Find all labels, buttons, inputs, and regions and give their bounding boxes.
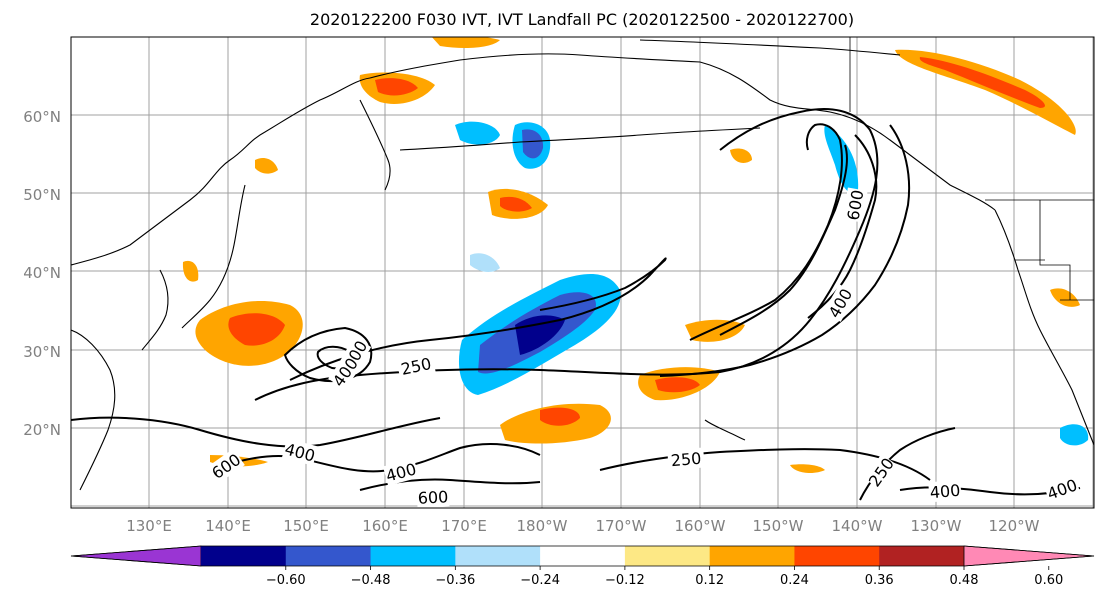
colorbar-tick-label: −0.36 [435,573,475,588]
coastline-aleutians [399,127,761,151]
contour-400-east [689,123,843,341]
positive-anomaly-gulf [895,49,1076,135]
colorbar-tick-label: −0.60 [266,573,306,588]
colorbar-tick-label: −0.48 [351,573,391,588]
longitude-labels: 130°E 140°E 150°E 160°E 170°E 180°W 170°… [126,517,1039,535]
coastline-alaska [699,61,996,211]
colorbar-segment [794,546,880,566]
positive-anomaly-gulf-core [919,57,1045,108]
map-frame [70,36,1095,509]
contour-250-far-east [859,427,956,501]
colorbar-outline [70,545,1095,567]
coastline-hawaii [704,419,746,441]
coastline-east-asia [71,77,371,266]
colorbar-tick-label: −0.12 [605,573,645,588]
positive-anomaly-west-core [228,313,285,346]
coastline-china [71,329,116,491]
map-title: 2020122200 F030 IVT, IVT Landfall PC (20… [310,10,854,29]
colorbar-segment [201,546,287,566]
lon-label: 160°E [362,517,408,535]
lon-label: 130°W [911,517,962,535]
lat-label: 60°N [23,108,61,126]
contour-250-south [71,416,441,448]
positive-anomaly-small-4 [1050,288,1080,307]
coastline-kamchatka [359,99,391,191]
lat-label: 20°N [23,421,61,439]
colorbar-segment [624,546,711,566]
lon-label: 130°E [126,517,172,535]
negative-anomaly-north-core [522,129,544,159]
coastline-north-america [994,209,1094,446]
contour-400-outer-east [659,124,911,377]
positive-anomaly-south-core [540,407,580,426]
contour-label: 400 [929,481,961,503]
colorbar-low-extension [70,545,202,567]
lon-label: 150°E [283,517,329,535]
positive-anomaly-central-core [655,377,700,393]
positive-anomaly-small-2 [182,260,199,282]
borders [849,37,1094,301]
coastline-bering [369,53,701,79]
contour-label: 250 [670,449,702,471]
colorbar: −0.60 −0.48 −0.36 −0.24 −0.12 0.12 0.24 0.36 0.4… [70,545,1095,588]
latitude-labels: 60°N 50°N 40°N 30°N 20°N [23,108,61,439]
colorbar-tick-label: 0.24 [780,573,809,588]
colorbar-tick-label: 0.48 [950,573,979,588]
colorbar-tick-label: 0.60 [1034,573,1063,588]
negative-anomaly-small [470,253,500,272]
colorbar-high-extension [963,545,1095,567]
positive-anomaly-east [685,319,745,342]
positive-anomaly-mid-core [500,196,532,212]
colorbar-segment [455,546,541,566]
positive-anomaly-small-3 [730,148,752,163]
contour-600-south [359,478,541,491]
coastline-japan [181,184,246,329]
lon-label: 170°E [441,517,487,535]
graticule [71,37,1094,508]
lat-label: 50°N [23,186,61,204]
positive-anomaly-japan [431,37,500,48]
colorbar-segment [540,546,626,566]
contour-400 [283,326,373,382]
lon-label: 140°E [205,517,251,535]
colorbar-segment [709,546,795,566]
contour-label: 600 [417,487,448,508]
coastlines [71,39,1094,491]
map-panel: 600 400 400 250 600 250 400 600 600 400 … [70,36,1095,509]
colorbar-segment [370,546,456,566]
contour-600-core [807,134,878,319]
lon-label: 180°W [517,517,568,535]
coastline-korea [141,269,169,351]
coastline-alaska-north [639,39,901,56]
colorbar-segment [285,546,372,566]
lon-label: 170°W [596,517,647,535]
colorbar-tick-label: 0.12 [695,573,724,588]
lon-label: 160°W [675,517,726,535]
colorbar-segment [879,546,965,566]
positive-anomaly-small-5 [790,464,825,473]
contour-600-east [719,144,848,336]
negative-anomaly-east [1060,424,1089,446]
positive-anomaly-bering-core [375,78,418,96]
colorbar-tick-label: 0.36 [865,573,894,588]
lon-label: 140°W [832,517,883,535]
border-state-1 [1039,200,1071,300]
lon-label: 120°W [989,517,1040,535]
negative-anomaly-west [455,121,500,145]
lat-label: 40°N [23,264,61,282]
colorbar-tick-label: −0.24 [520,573,560,588]
contour-250-inner [289,257,667,381]
lon-label: 150°W [753,517,804,535]
positive-anomaly-small-1 [255,158,278,174]
lat-label: 30°N [23,343,61,361]
